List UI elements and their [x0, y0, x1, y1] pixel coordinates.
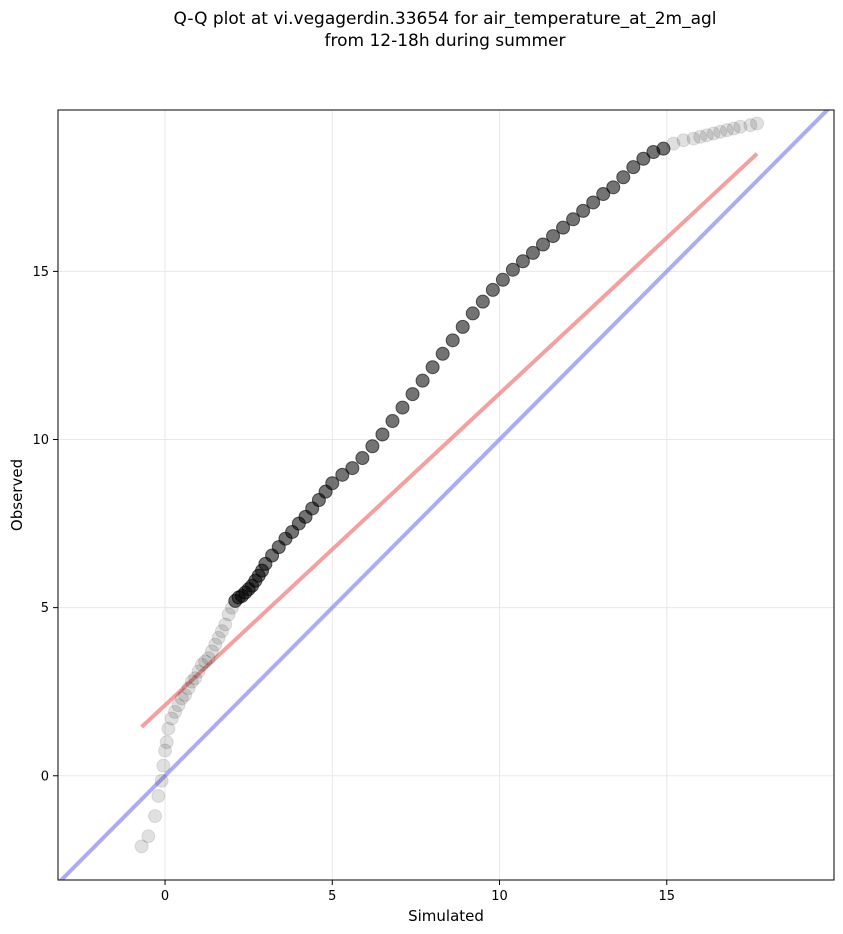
data-point — [719, 123, 734, 138]
chart-title: Q-Q plot at vi.vegagerdin.33654 for air_… — [173, 9, 717, 29]
data-point — [676, 133, 691, 148]
data-point — [154, 773, 169, 788]
data-point — [435, 346, 450, 361]
data-point — [596, 187, 611, 202]
reference-lines — [58, 110, 831, 880]
data-point — [485, 282, 500, 297]
data-point — [156, 758, 171, 773]
data-point — [586, 195, 601, 210]
data-point — [355, 451, 370, 466]
data-point — [693, 129, 708, 144]
data-point — [566, 212, 581, 227]
x-tick-label: 15 — [658, 889, 675, 904]
data-point — [198, 654, 213, 669]
data-point — [201, 651, 216, 666]
data-point — [365, 439, 380, 454]
data-point — [204, 644, 219, 659]
data-point — [699, 128, 714, 143]
chart-title-block: Q-Q plot at vi.vegagerdin.33654 for air_… — [0, 8, 843, 52]
data-point — [425, 360, 440, 375]
data-point — [335, 467, 350, 482]
data-point — [191, 664, 206, 679]
y-tick-label: 10 — [32, 433, 49, 448]
data-point — [148, 809, 162, 824]
data-point — [475, 294, 490, 309]
data-point — [184, 674, 199, 689]
data-point — [505, 262, 520, 277]
x-tick-label: 0 — [161, 889, 169, 904]
x-axis-label: Simulated — [408, 907, 484, 925]
data-point — [194, 657, 209, 672]
data-point — [405, 387, 420, 402]
fit-line — [140, 152, 759, 729]
data-point — [221, 607, 236, 622]
data-point — [134, 839, 149, 854]
data-point — [556, 220, 571, 235]
data-point — [536, 237, 550, 252]
data-point — [616, 170, 631, 185]
data-point — [151, 788, 166, 803]
data-point — [345, 461, 360, 476]
data-point — [666, 136, 681, 151]
data-point — [686, 131, 701, 146]
data-point — [395, 400, 410, 415]
data-point — [211, 630, 226, 645]
data-point — [164, 711, 179, 726]
axis-ticks: 0 5 10 15 0 5 10 15 — [32, 265, 675, 904]
data-points — [134, 116, 765, 854]
data-point — [743, 118, 758, 133]
data-point — [606, 180, 621, 195]
data-point — [214, 624, 229, 639]
data-point — [465, 306, 480, 321]
data-point — [158, 743, 173, 758]
x-tick-label: 5 — [328, 889, 336, 904]
data-point — [706, 126, 721, 141]
y-tick-label: 5 — [41, 601, 49, 616]
data-point — [161, 721, 176, 736]
data-point — [168, 704, 183, 719]
y-tick-label: 15 — [32, 265, 49, 280]
chart-subtitle: from 12-18h during summer — [324, 31, 566, 51]
grid — [58, 110, 834, 880]
data-point — [750, 116, 765, 131]
data-point — [656, 141, 671, 156]
data-point — [325, 476, 340, 491]
data-point — [576, 203, 591, 218]
y-tick-label: 0 — [41, 769, 49, 784]
data-point — [218, 617, 233, 632]
data-point — [181, 681, 196, 696]
data-point — [159, 735, 174, 750]
data-point — [375, 427, 390, 442]
data-point — [171, 698, 186, 713]
data-point — [726, 121, 741, 136]
data-point — [174, 691, 189, 706]
data-point — [415, 373, 430, 388]
plot-frame — [57, 109, 835, 881]
identity-line — [58, 110, 831, 880]
data-point — [515, 254, 530, 269]
data-point — [626, 160, 641, 175]
data-point — [455, 319, 470, 334]
data-point — [445, 333, 460, 348]
data-point — [733, 119, 748, 134]
data-point — [141, 829, 156, 844]
data-point — [525, 245, 540, 260]
data-point — [385, 414, 400, 429]
data-point — [208, 637, 223, 652]
data-point — [546, 229, 561, 244]
data-point — [188, 671, 203, 686]
data-point — [713, 124, 728, 139]
data-point — [495, 272, 510, 287]
x-tick-label: 10 — [491, 889, 508, 904]
data-point — [636, 151, 651, 166]
y-axis-label: Observed — [8, 459, 26, 531]
data-point — [178, 688, 193, 703]
